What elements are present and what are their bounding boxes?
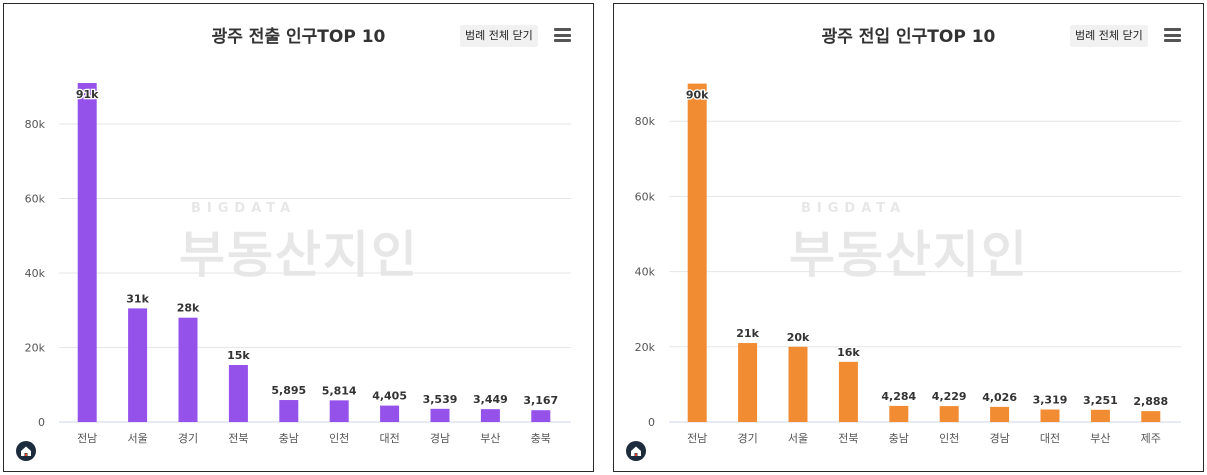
y-tick-label: 40k — [635, 266, 656, 279]
x-tick-label: 대전 — [1040, 432, 1060, 445]
data-label: 3,251 — [1083, 394, 1118, 407]
data-label: 3,319 — [1033, 394, 1068, 407]
bar — [279, 400, 299, 422]
x-tick-label: 충남 — [889, 432, 909, 445]
x-tick-label: 부산 — [480, 432, 500, 445]
x-tick-label: 인천 — [939, 431, 959, 445]
bar — [738, 343, 758, 422]
data-label: 3,449 — [473, 393, 508, 406]
x-tick-label: 경남 — [430, 432, 450, 445]
x-tick-label: 경남 — [989, 432, 1009, 445]
data-label: 2,888 — [1133, 395, 1168, 408]
x-tick-label: 인천 — [329, 431, 349, 445]
bar — [1090, 409, 1110, 422]
data-label: 90k — [686, 89, 709, 102]
x-tick-label: 경기 — [178, 432, 198, 445]
y-tick-label: 80k — [25, 118, 46, 131]
bar — [380, 405, 400, 422]
data-label: 4,229 — [932, 390, 967, 403]
home-logo-icon[interactable] — [16, 441, 36, 461]
chart-panel-outflow: 광주 전출 인구TOP 10 범례 전체 닫기 BIGDATA 부동산지인 0 2… — [3, 3, 594, 472]
x-tick-label: 전남 — [687, 432, 707, 445]
bar — [178, 317, 198, 422]
bar — [889, 405, 909, 422]
close-all-legend-button[interactable]: 범례 전체 닫기 — [460, 25, 538, 47]
watermark-logo: BIGDATA 부동산지인 — [789, 201, 1029, 284]
hamburger-menu-icon[interactable] — [554, 28, 571, 42]
data-label: 21k — [736, 327, 759, 340]
data-label: 16k — [837, 346, 860, 359]
bar — [329, 400, 349, 422]
data-label: 5,895 — [271, 384, 306, 397]
x-tick-label: 부산 — [1090, 432, 1110, 445]
bar-chart-plot: 0 20k 40k 60k 80k 90k 전남 21k 경기 20k 서울 16k 전북 4,284 충남… — [635, 83, 1181, 445]
data-label: 5,814 — [322, 384, 357, 397]
bar — [990, 406, 1010, 422]
x-tick-label: 전북 — [228, 432, 248, 445]
y-tick-label: 60k — [25, 193, 46, 206]
x-tick-label: 전북 — [838, 432, 858, 445]
data-label: 3,539 — [423, 393, 458, 406]
x-tick-label: 충북 — [531, 432, 551, 445]
data-label: 91k — [76, 88, 99, 101]
hamburger-menu-icon[interactable] — [1164, 28, 1181, 42]
x-tick-label: 서울 — [127, 432, 147, 445]
data-label: 4,284 — [881, 390, 916, 403]
x-tick-label: 서울 — [788, 432, 808, 445]
y-tick-label: 0 — [648, 416, 655, 429]
data-label: 31k — [126, 292, 149, 305]
y-tick-label: 40k — [25, 267, 46, 280]
bar — [788, 346, 808, 422]
bar — [687, 83, 707, 422]
bar — [531, 410, 551, 422]
y-tick-label: 80k — [635, 115, 656, 128]
y-tick-label: 0 — [38, 416, 45, 429]
home-logo-icon[interactable] — [626, 441, 646, 461]
bar — [1141, 411, 1161, 422]
x-tick-label: 충남 — [279, 432, 299, 445]
x-tick-label: 제주 — [1141, 432, 1161, 445]
bar — [1040, 409, 1060, 422]
bar — [480, 409, 500, 422]
bar — [430, 408, 450, 422]
y-tick-label: 20k — [25, 342, 46, 355]
chart-title: 광주 전입 인구TOP 10 — [821, 27, 996, 47]
bar-chart-plot: 0 20k 40k 60k 80k 91k 전남 31k 서울 28k 경기 15k 전북 5,895 충남… — [25, 83, 571, 445]
close-all-legend-button[interactable]: 범례 전체 닫기 — [1070, 25, 1148, 47]
bar — [939, 406, 959, 422]
data-label: 4,026 — [982, 391, 1017, 404]
bar — [77, 83, 97, 423]
bar — [228, 365, 248, 422]
bar — [128, 308, 148, 422]
data-label: 4,405 — [372, 390, 407, 403]
x-tick-label: 경기 — [737, 432, 757, 445]
y-tick-label: 60k — [635, 190, 656, 203]
y-tick-label: 20k — [635, 341, 656, 354]
chart-panel-inflow: 광주 전입 인구TOP 10 범례 전체 닫기 BIGDATA 부동산지인 0 2… — [613, 3, 1204, 472]
x-tick-label: 전남 — [77, 432, 97, 445]
x-tick-label: 대전 — [379, 432, 399, 445]
data-label: 15k — [227, 349, 250, 362]
watermark-logo: BIGDATA 부동산지인 — [179, 201, 419, 284]
bar — [838, 361, 858, 422]
data-label: 28k — [177, 302, 200, 315]
chart-title: 광주 전출 인구TOP 10 — [211, 27, 386, 47]
data-label: 3,167 — [523, 394, 558, 407]
data-label: 20k — [787, 331, 810, 344]
